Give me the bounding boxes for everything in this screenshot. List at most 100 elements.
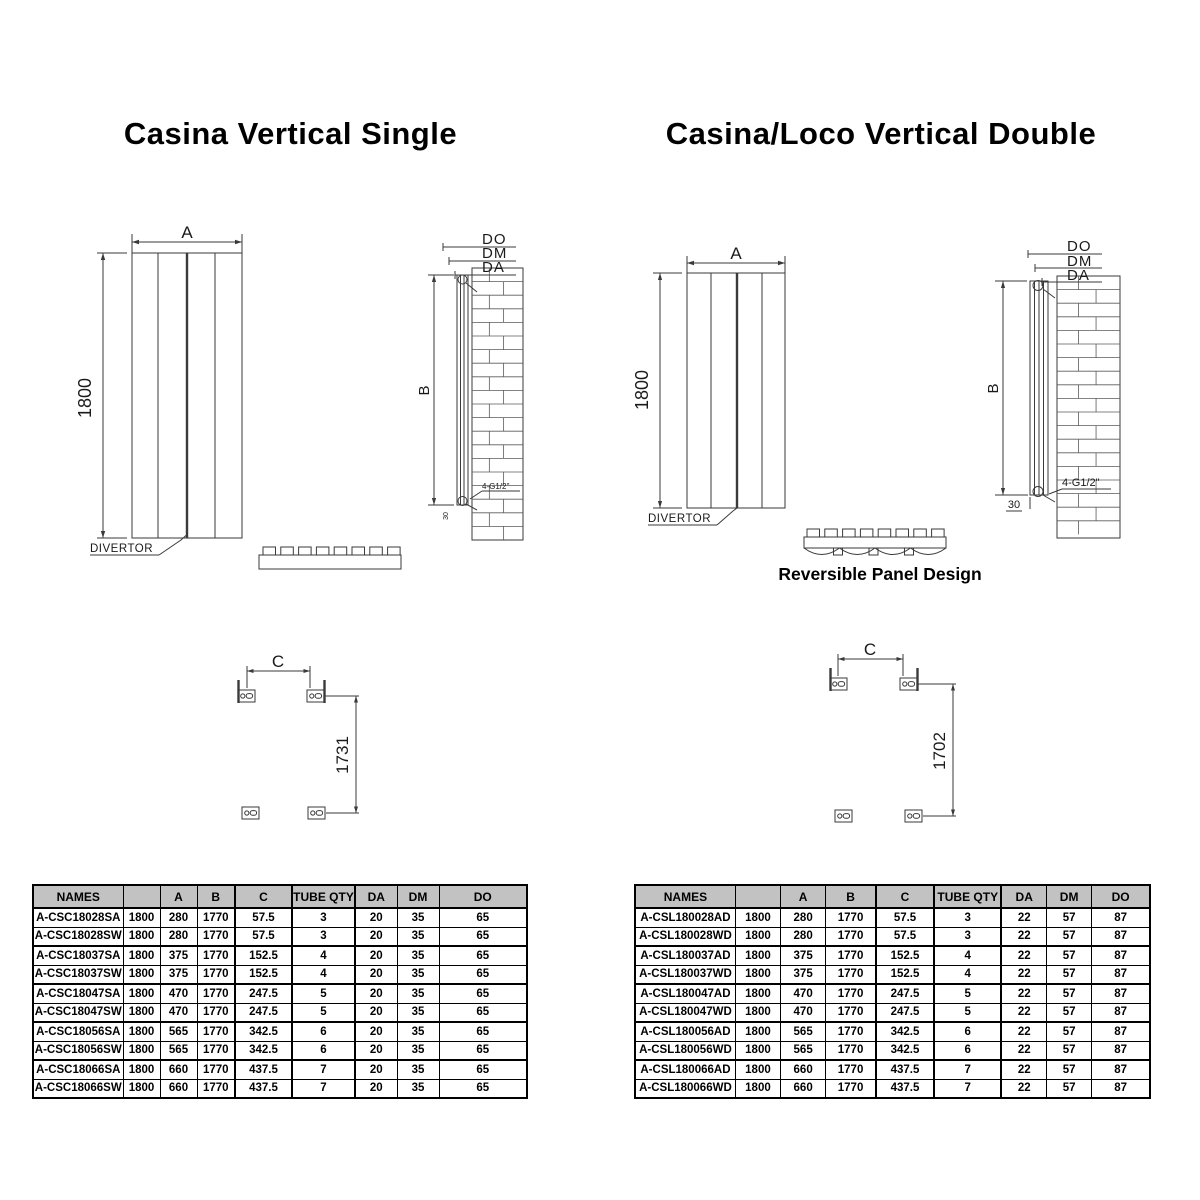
spec-value: 342.5 [234,1040,293,1061]
spec-value: 7 [291,1078,356,1099]
fitting-label: 4-G1/2" [1062,477,1100,489]
spec-value: 660 [780,1078,827,1099]
spec-value: 152.5 [234,945,293,966]
spec-value: 87 [1091,1002,1151,1023]
spec-value: 152.5 [874,964,936,985]
spec-value: 1770 [825,1078,877,1099]
bracket-height-dimension: 1731 [325,695,359,814]
spec-value: 57 [1046,945,1093,966]
table-row: A-CSL180028AD 1800 280 1770 57.5 3 22 57 87 [634,907,1151,928]
spec-value: 1800 [734,1040,782,1061]
width-dimension: A [686,244,786,273]
spec-value: 1800 [122,1021,161,1042]
column-header: NAMES [634,884,736,909]
bracket [899,677,918,691]
fitting-callout: 4-G1/2" [1048,477,1111,495]
table-row: A-CSC18056SW 1800 565 1770 342.5 6 20 35 65 [32,1040,528,1061]
column-header: TUBE QTY [291,884,356,909]
spec-value: 1770 [196,1021,236,1042]
divertor-label: DIVERTOR [648,513,711,525]
table-row: A-CSL180047AD 1800 470 1770 247.5 5 22 57 87 [634,983,1151,1004]
spec-value: 20 [354,945,398,966]
reversible-panel-label: Reversible Panel Design [778,564,982,584]
width-dimension: A [131,223,243,253]
tube-sections [806,528,945,538]
spec-value: 437.5 [234,1078,293,1099]
model-name: A-CSC18047SA [32,983,124,1004]
spec-value: 1800 [122,983,161,1004]
spec-value: 4 [933,945,1003,966]
spec-value: 35 [396,1078,440,1099]
spec-value: 35 [396,964,440,985]
spec-value: 1770 [825,907,877,928]
spec-value: 247.5 [874,1002,936,1023]
table-row: A-CSC18047SW 1800 470 1770 247.5 5 20 35 65 [32,1002,528,1023]
height-dimension: 1800 [75,252,127,539]
spec-value: 1800 [734,1021,782,1042]
column-header: DO [438,884,528,909]
scalloped-panels [803,547,947,555]
table-row: A-CSC18037SA 1800 375 1770 152.5 4 20 35 65 [32,945,528,966]
spec-value: 1770 [196,1002,236,1023]
column-header: DA [1000,884,1048,909]
top-valve [1032,280,1044,291]
spec-value: 35 [396,1021,440,1042]
bracket-height-dimension: 1702 [918,683,956,817]
panel-bar [258,554,402,570]
spec-value: 22 [1000,1021,1048,1042]
spec-value: 6 [933,1040,1003,1061]
spec-value: 87 [1091,964,1151,985]
spec-value: 5 [933,983,1003,1004]
model-name: A-CSL180047AD [634,983,736,1004]
spec-value: 375 [780,964,827,985]
spec-value: 1800 [122,1002,161,1023]
spec-value: 35 [396,945,440,966]
spec-value: 20 [354,926,398,947]
spec-value: 22 [1000,907,1048,928]
panel-bar [803,536,947,549]
spec-value: 1800 [122,945,161,966]
table-row: A-CSL180056WD 1800 565 1770 342.5 6 22 57 87 [634,1040,1151,1061]
spec-value: 22 [1000,1002,1048,1023]
spec-value: 247.5 [874,983,936,1004]
table-row: A-CSL180066AD 1800 660 1770 437.5 7 22 57 87 [634,1059,1151,1080]
dim-label-da: DA [482,259,505,276]
model-name: A-CSL180047WD [634,1002,736,1023]
dim-label-a: A [730,244,742,263]
table-row: A-CSL180037WD 1800 375 1770 152.5 4 22 57 87 [634,964,1151,985]
tube-sections [262,546,401,556]
offset-label: 30 [443,512,450,520]
spec-value: 57.5 [234,907,293,928]
table-row: A-CSC18066SW 1800 660 1770 437.5 7 20 35 65 [32,1078,528,1099]
model-name: A-CSL180037AD [634,945,736,966]
spec-value: 4 [933,964,1003,985]
spec-value: 1770 [196,1078,236,1099]
dim-label-1800: 1800 [75,378,95,418]
spec-value: 1800 [122,907,161,928]
spec-value: 20 [354,1059,398,1080]
spec-value: 35 [396,907,440,928]
column-header [734,884,782,909]
spec-value: 7 [933,1059,1003,1080]
spec-value: 1800 [734,907,782,928]
spec-value: 247.5 [234,983,293,1004]
dim-label-dm: DM [482,245,507,262]
spec-value: 5 [291,983,356,1004]
spec-value: 4 [291,945,356,966]
spec-value: 1770 [825,926,877,947]
depth-dimensions: DO DM DA [1027,238,1102,286]
dim-label-1731: 1731 [333,736,352,774]
column-header: B [825,884,877,909]
spec-value: 7 [291,1059,356,1080]
table-row: A-CSL180047WD 1800 470 1770 247.5 5 22 57 87 [634,1002,1151,1023]
spec-value: 65 [438,907,528,928]
bracket [237,689,256,703]
column-header: DM [1046,884,1093,909]
spec-value: 565 [159,1040,198,1061]
spec-value: 65 [438,964,528,985]
spec-value: 65 [438,1059,528,1080]
bracket-width-dimension: C [246,652,311,688]
bracket [306,689,325,703]
table-row: A-CSL180056AD 1800 565 1770 342.5 6 22 57 87 [634,1021,1151,1042]
dim-label-da: DA [1067,267,1090,284]
